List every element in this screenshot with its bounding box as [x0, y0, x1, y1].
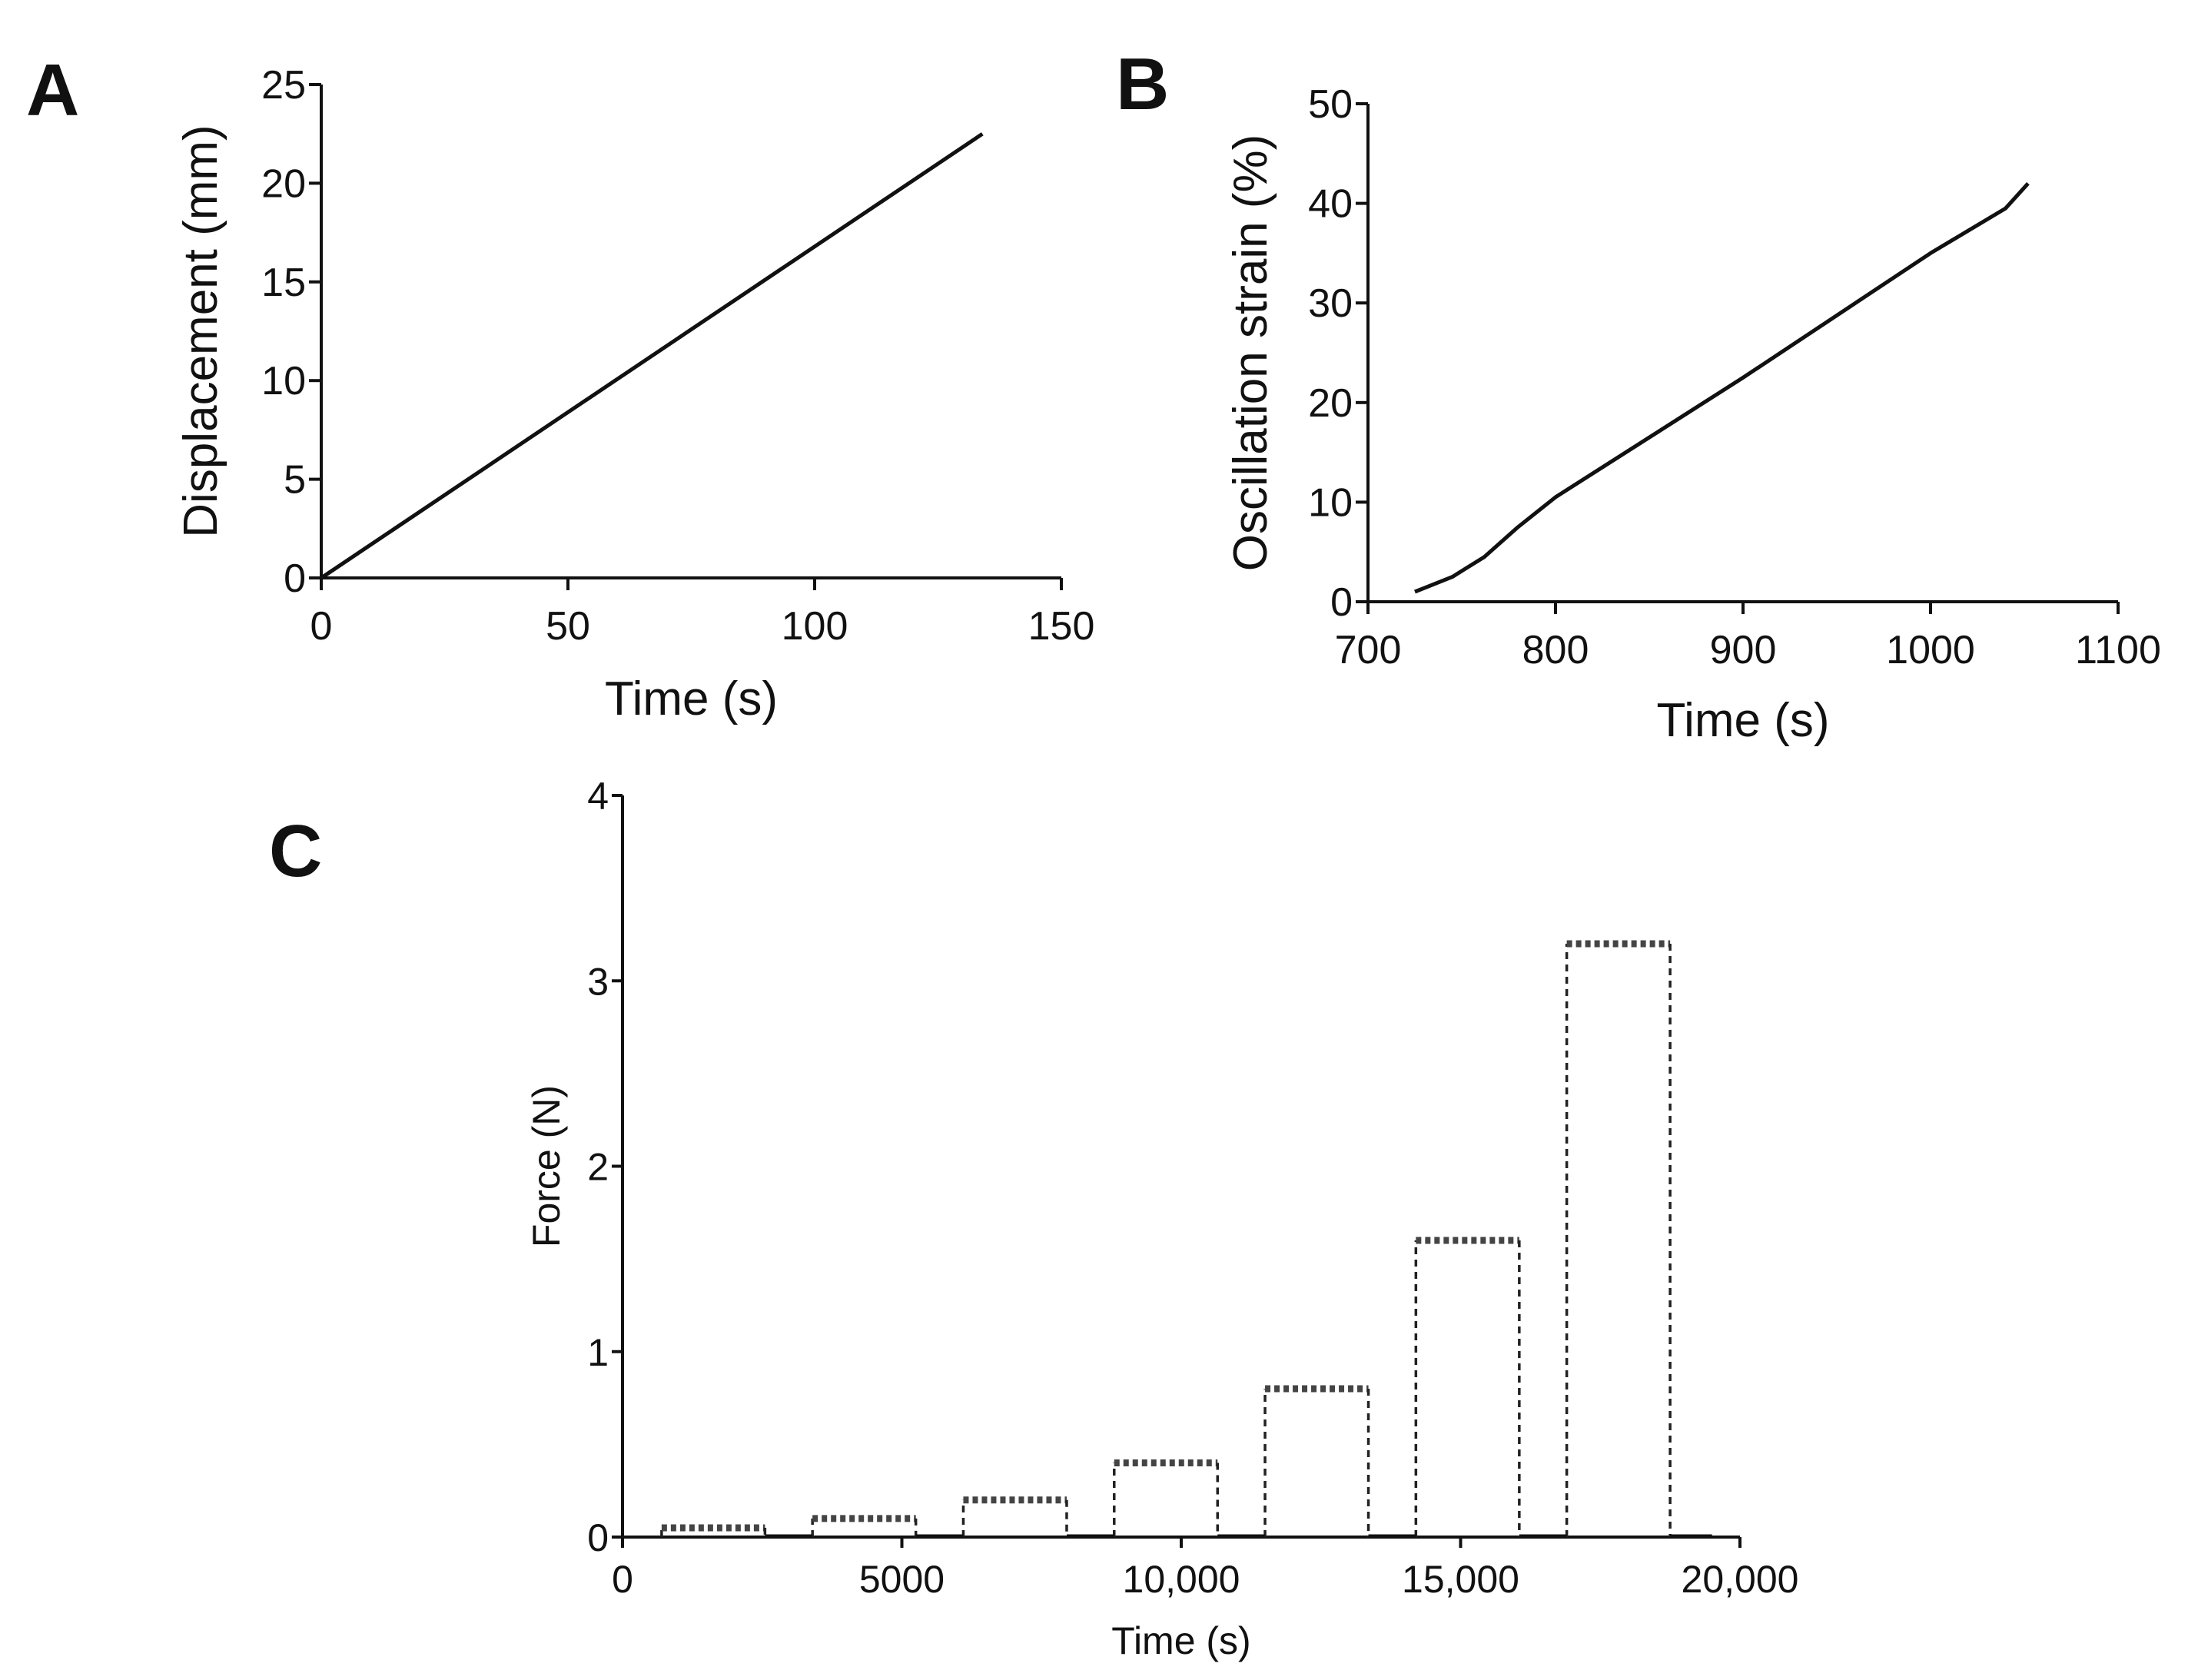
- y-tick-label-c: 2: [587, 1146, 609, 1189]
- y-tick-label-b: 0: [1330, 580, 1353, 625]
- data-line-a: [320, 132, 984, 580]
- panel-label-c: C: [269, 810, 322, 892]
- y-tick-label-a: 20: [261, 161, 306, 206]
- x-tick-label-a: 150: [1028, 604, 1095, 649]
- x-tick-label-b: 800: [1522, 628, 1589, 672]
- y-axis-title-c: Force (N): [525, 1085, 568, 1247]
- x-tick-label-b: 1100: [2075, 628, 2161, 672]
- panel-label-a: A: [26, 49, 79, 131]
- y-axis-title-b: Oscillation strain (%): [1224, 134, 1277, 571]
- chart-panel-c: 0 5000 10,000 15,000 20,000 0 1 2 3 4 Time (s) Forc…: [525, 775, 1798, 1662]
- x-axis-title-b: Time (s): [1657, 694, 1830, 747]
- y-tick-label-c: 3: [587, 960, 609, 1003]
- chart-panel-b: 700 800 900 1000 1100 0 10 20 30 40 50 Time (s) Osci…: [1224, 82, 2161, 747]
- panel-label-b: B: [1116, 43, 1169, 125]
- y-tick-label-b: 40: [1308, 182, 1353, 227]
- y-tick-label-a: 25: [261, 63, 306, 108]
- y-tick-label-a: 10: [261, 359, 306, 403]
- x-tick-label-b: 900: [1710, 628, 1777, 672]
- y-tick-label-c: 1: [587, 1331, 609, 1374]
- y-tick-label-b: 10: [1308, 480, 1353, 525]
- x-tick-label-b: 1000: [1886, 628, 1975, 672]
- y-axis-title-a: Displacement (mm): [174, 125, 227, 537]
- y-tick-label-c: 4: [587, 775, 609, 818]
- y-tick-label-a: 0: [284, 556, 306, 601]
- x-tick-label-a: 100: [782, 604, 848, 649]
- x-axis-title-c: Time (s): [1111, 1619, 1250, 1662]
- data-line-b: [1414, 182, 2030, 594]
- y-tick-label-a: 5: [284, 458, 306, 503]
- y-tick-label-c: 0: [587, 1516, 609, 1559]
- x-tick-label-b: 700: [1335, 628, 1402, 672]
- x-tick-label-a: 50: [546, 604, 590, 649]
- x-tick-label-c: 0: [612, 1558, 633, 1601]
- x-tick-label-c: 10,000: [1123, 1558, 1240, 1601]
- y-tick-label-a: 15: [261, 261, 306, 305]
- x-tick-label-a: 0: [310, 604, 333, 649]
- x-tick-label-c: 20,000: [1682, 1558, 1799, 1601]
- x-tick-label-c: 5000: [859, 1558, 945, 1601]
- chart-panel-a: 0 50 100 150 0 5 10 15 20 25 Time (s) Displacement …: [174, 63, 1094, 725]
- x-axis-title-a: Time (s): [605, 672, 778, 725]
- y-tick-label-b: 30: [1308, 281, 1353, 326]
- x-tick-label-c: 15,000: [1402, 1558, 1519, 1601]
- y-tick-label-b: 50: [1308, 82, 1353, 127]
- y-tick-label-b: 20: [1308, 381, 1353, 426]
